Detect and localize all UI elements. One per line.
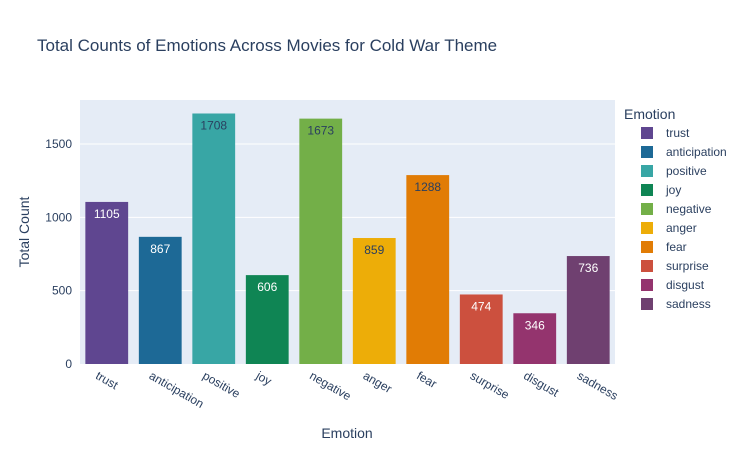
- x-tick-label: fear: [414, 368, 439, 390]
- bar-value-label: 867: [150, 242, 170, 256]
- bar-surprise[interactable]: [459, 294, 503, 364]
- chart-title: Total Counts of Emotions Across Movies f…: [37, 36, 497, 55]
- legend-item-anticipation[interactable]: anticipation: [666, 145, 727, 159]
- legend-item-sadness[interactable]: sadness: [666, 297, 711, 311]
- bar-labels: 1105 867 1708 606 1673 859 1288 474 346 736: [94, 118, 599, 332]
- legend: trust anticipation positive joy negative ange…: [641, 126, 727, 311]
- legend-swatch[interactable]: [641, 222, 653, 234]
- x-tick-label: trust: [93, 368, 121, 392]
- legend-swatch[interactable]: [641, 279, 653, 291]
- y-tick-label: 1000: [45, 210, 72, 224]
- legend-swatch[interactable]: [641, 260, 653, 272]
- x-tick-label: surprise: [468, 368, 512, 402]
- bar-value-label: 1708: [200, 118, 227, 132]
- bar-negative[interactable]: [299, 118, 343, 364]
- bar-value-label: 346: [525, 318, 545, 332]
- legend-item-positive[interactable]: positive: [666, 164, 707, 178]
- bar-anticipation[interactable]: [138, 236, 182, 364]
- bars: [85, 113, 610, 364]
- y-tick-label: 500: [52, 284, 72, 298]
- bar-value-label: 1288: [414, 180, 441, 194]
- y-tick-label: 1500: [45, 137, 72, 151]
- legend-item-trust[interactable]: trust: [666, 126, 690, 140]
- legend-item-surprise[interactable]: surprise: [666, 259, 709, 273]
- legend-swatch[interactable]: [641, 241, 653, 253]
- y-tick-label: 0: [65, 357, 72, 371]
- bar-fear[interactable]: [406, 175, 450, 364]
- x-tick-label: anger: [361, 368, 395, 395]
- bar-anger[interactable]: [352, 238, 396, 364]
- x-tick-label: disgust: [521, 368, 562, 399]
- bar-positive[interactable]: [192, 113, 236, 364]
- bar-joy[interactable]: [245, 275, 289, 364]
- legend-item-disgust[interactable]: disgust: [666, 278, 705, 292]
- bar-sadness[interactable]: [566, 256, 610, 364]
- x-tick-label: sadness: [575, 368, 621, 402]
- legend-item-anger[interactable]: anger: [666, 221, 697, 235]
- x-tick-label: negative: [307, 368, 354, 403]
- legend-item-fear[interactable]: fear: [666, 240, 687, 254]
- legend-item-negative[interactable]: negative: [666, 202, 712, 216]
- x-axis-title: Emotion: [321, 425, 372, 441]
- legend-swatch[interactable]: [641, 146, 653, 158]
- x-tick-label: positive: [200, 368, 243, 401]
- y-axis-title: Total Count: [16, 196, 32, 267]
- bar-value-label: 606: [257, 280, 277, 294]
- x-tick-label: joy: [253, 368, 274, 388]
- legend-swatch[interactable]: [641, 127, 653, 139]
- legend-item-joy[interactable]: joy: [665, 183, 681, 197]
- legend-swatch[interactable]: [641, 184, 653, 196]
- bar-value-label: 1105: [94, 207, 120, 221]
- bar-value-label: 474: [471, 299, 491, 313]
- y-axis-ticks: 0 500 1000 1500: [45, 137, 72, 371]
- bar-trust[interactable]: [85, 201, 129, 364]
- legend-swatch[interactable]: [641, 298, 653, 310]
- x-tick-label: anticipation: [147, 368, 207, 410]
- bar-value-label: 859: [364, 243, 384, 257]
- bar-value-label: 1673: [307, 124, 334, 138]
- legend-title: Emotion: [624, 106, 675, 122]
- legend-swatch[interactable]: [641, 165, 653, 177]
- bar-value-label: 736: [578, 261, 598, 275]
- legend-swatch[interactable]: [641, 203, 653, 215]
- bar-disgust[interactable]: [513, 313, 557, 364]
